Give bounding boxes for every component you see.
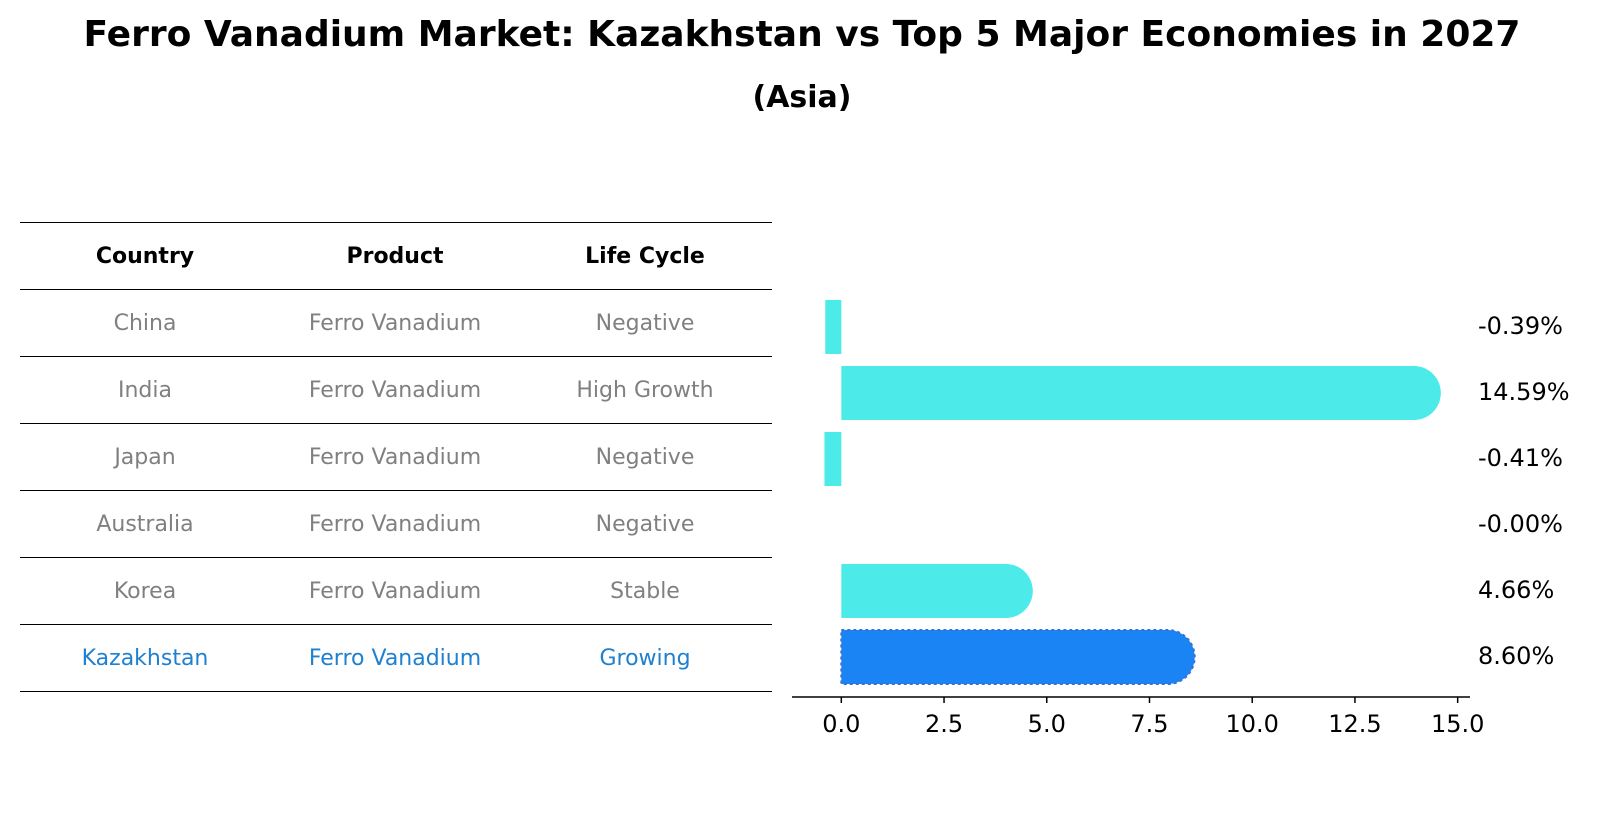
table-row: Korea Ferro Vanadium Stable [20, 558, 772, 625]
bar-china [825, 300, 842, 354]
table-row-highlight: Kazakhstan Ferro Vanadium Growing [20, 625, 772, 692]
value-label-australia: -0.00% [1478, 510, 1563, 538]
header-country: Country [95, 243, 195, 269]
cell-product: Ferro Vanadium [308, 578, 482, 604]
cell-country: Australia [96, 511, 194, 537]
bar-korea [841, 564, 1033, 618]
cell-country: Japan [114, 444, 176, 470]
x-tick-label: 0.0 [822, 710, 860, 738]
table-header-row: Country Product Life Cycle [20, 222, 772, 290]
bar-japan [824, 432, 842, 486]
cell-product: Ferro Vanadium [308, 511, 482, 537]
chart-title: Ferro Vanadium Market: Kazakhstan vs Top… [83, 14, 1521, 55]
table-row: Japan Ferro Vanadium Negative [20, 424, 772, 491]
header-life-cycle: Life Cycle [585, 243, 705, 269]
cell-product: Ferro Vanadium [308, 645, 482, 671]
cell-life-cycle: Negative [595, 310, 695, 336]
chart-subtitle: (Asia) [752, 80, 852, 115]
x-tick-label: 5.0 [1028, 710, 1066, 738]
table-row: India Ferro Vanadium High Growth [20, 357, 772, 424]
x-tick-label: 2.5 [925, 710, 963, 738]
country-table: Country Product Life Cycle China Ferro V… [20, 222, 772, 692]
bar-kazakhstan [840, 629, 1196, 685]
bar-india [841, 366, 1441, 420]
x-tick-label: 7.5 [1130, 710, 1168, 738]
cell-life-cycle: Negative [595, 444, 695, 470]
cell-life-cycle: High Growth [576, 377, 714, 403]
cell-life-cycle: Stable [610, 578, 680, 604]
x-tick-label: 12.5 [1328, 710, 1381, 738]
value-label-china: -0.39% [1478, 312, 1563, 340]
cell-country: India [118, 377, 172, 403]
cell-product: Ferro Vanadium [308, 444, 482, 470]
table-row: Australia Ferro Vanadium Negative [20, 491, 772, 558]
x-tick-label: 15.0 [1431, 710, 1484, 738]
table-row: China Ferro Vanadium Negative [20, 290, 772, 357]
cell-country: Korea [113, 578, 177, 604]
cell-country: China [113, 310, 177, 336]
cell-product: Ferro Vanadium [308, 310, 482, 336]
x-tick-label: 10.0 [1225, 710, 1278, 738]
cell-country: Kazakhstan [81, 645, 209, 671]
value-label-korea: 4.66% [1478, 576, 1554, 604]
value-label-india: 14.59% [1478, 378, 1570, 406]
header-product: Product [346, 243, 444, 269]
cell-life-cycle: Growing [599, 645, 691, 671]
value-label-kazakhstan: 8.60% [1478, 642, 1554, 670]
value-label-japan: -0.41% [1478, 444, 1563, 472]
cell-life-cycle: Negative [595, 511, 695, 537]
cell-product: Ferro Vanadium [308, 377, 482, 403]
